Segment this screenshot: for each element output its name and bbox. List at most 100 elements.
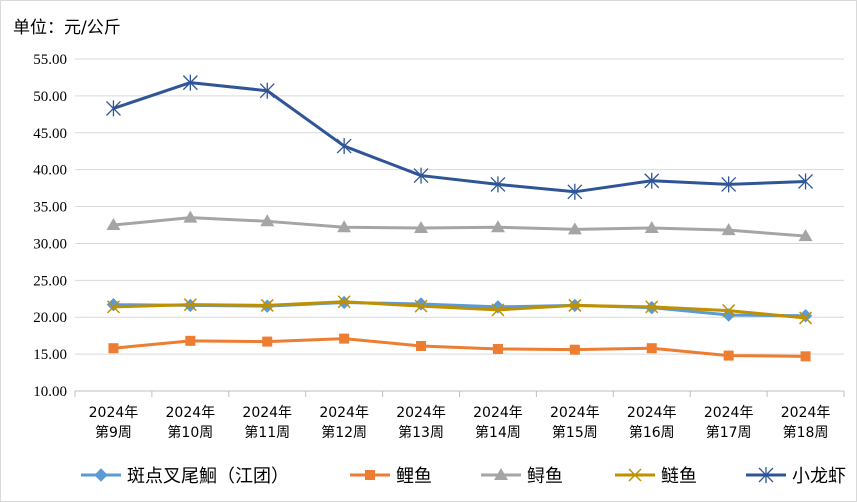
data-point	[106, 218, 121, 230]
legend-item: 斑点叉尾鮰（江团）	[81, 466, 289, 487]
data-point	[799, 311, 813, 325]
data-point	[262, 336, 273, 347]
legend-item: 鲤鱼	[350, 466, 432, 487]
data-point	[413, 167, 429, 184]
x-tick-label: 2024年第16周	[627, 405, 677, 441]
y-tick-label: 50.00	[33, 89, 67, 105]
legend-marker	[365, 470, 375, 480]
data-point	[416, 340, 427, 351]
legend-item: 鲟鱼	[481, 466, 563, 487]
x-tick-label: 2024年第12周	[319, 405, 369, 441]
y-tick-label: 25.00	[33, 273, 67, 289]
y-tick-label: 40.00	[33, 163, 67, 179]
x-tick-label-line: 2024年	[319, 405, 369, 421]
data-point	[106, 300, 120, 314]
x-tick-label-line: 第18周	[783, 424, 829, 441]
data-point	[183, 210, 198, 223]
data-point	[721, 176, 737, 193]
y-tick-label: 45.00	[33, 126, 67, 142]
data-point	[182, 74, 198, 91]
data-point	[722, 304, 736, 318]
data-point	[337, 295, 351, 309]
x-tick-label-line: 2024年	[396, 405, 446, 421]
x-tick-label: 2024年第17周	[704, 405, 754, 441]
data-point	[183, 298, 197, 312]
x-tick-label-line: 2024年	[550, 405, 600, 421]
x-tick-label: 2024年第11周	[242, 405, 292, 441]
data-point	[491, 303, 505, 317]
data-point	[567, 222, 582, 235]
x-tick-label-line: 第10周	[167, 424, 213, 441]
legend-label: 鲢鱼	[661, 466, 697, 487]
data-point	[646, 343, 657, 354]
data-point	[798, 229, 813, 242]
x-tick-label-line: 第14周	[475, 424, 521, 441]
data-point	[105, 100, 121, 117]
gridlines	[75, 58, 844, 355]
x-tick-label-line: 第9周	[95, 424, 132, 441]
data-point	[492, 343, 503, 354]
legend-label: 小龙虾	[792, 466, 846, 487]
series-line	[113, 337, 806, 358]
legend-marker	[494, 468, 508, 480]
data-point	[644, 172, 660, 189]
series-3	[106, 295, 813, 325]
x-tick-label: 2024年第14周	[473, 405, 523, 441]
legend-label: 鲟鱼	[527, 466, 563, 487]
data-point	[645, 300, 659, 314]
series-line	[113, 300, 806, 320]
x-tick-label-line: 2024年	[473, 405, 523, 421]
data-point	[723, 350, 734, 361]
legend-marker	[758, 467, 774, 483]
x-tick-label-line: 2024年	[704, 405, 754, 421]
data-point	[798, 309, 813, 323]
x-tick-label: 2024年第9周	[89, 405, 139, 441]
data-point	[414, 220, 429, 233]
x-tick-label-line: 第13周	[398, 424, 444, 441]
legend-marker	[628, 468, 642, 482]
x-tick-label-line: 第17周	[706, 424, 752, 441]
data-point	[567, 183, 583, 200]
legend-item: 鲢鱼	[615, 466, 697, 487]
series-line	[113, 216, 806, 238]
series-4	[105, 74, 814, 200]
x-tick-label-line: 第12周	[321, 424, 367, 441]
data-point	[339, 333, 350, 344]
data-point	[721, 223, 736, 236]
data-point	[414, 297, 428, 311]
y-tick-label: 35.00	[33, 200, 67, 216]
x-tick-label-line: 2024年	[781, 405, 831, 421]
y-tick-label: 55.00	[33, 52, 67, 68]
series-1	[108, 333, 811, 362]
x-tick-label-line: 2024年	[627, 405, 677, 421]
series-line	[112, 81, 806, 194]
legend-label: 斑点叉尾鮰（江团）	[127, 466, 289, 487]
x-tick-label: 2024年第13周	[396, 405, 446, 441]
x-tick-label: 2024年第18周	[781, 405, 831, 441]
data-point	[108, 343, 119, 354]
x-tick-label-line: 2024年	[89, 405, 139, 421]
data-point	[644, 220, 659, 233]
x-tick-label-line: 第11周	[244, 424, 290, 441]
legend-marker	[94, 468, 108, 482]
legend: 斑点叉尾鮰（江团） 鲤鱼 鲟鱼 鲢鱼 小龙虾	[81, 466, 846, 487]
data-point	[414, 299, 428, 313]
x-tick-label-line: 2024年	[166, 405, 216, 421]
x-tick-label: 2024年第10周	[166, 405, 216, 441]
data-point	[337, 220, 352, 233]
data-point	[336, 138, 352, 155]
unit-label: 单位：元/公斤	[13, 18, 121, 38]
data-point	[569, 344, 580, 355]
x-tick-label-line: 2024年	[242, 405, 292, 421]
series-2	[106, 210, 813, 242]
data-point	[490, 176, 506, 193]
data-point	[800, 351, 811, 362]
legend-label: 鲤鱼	[396, 466, 432, 487]
y-tick-label: 20.00	[33, 310, 67, 326]
x-tick-label-line: 第16周	[629, 424, 675, 441]
data-point	[260, 214, 275, 227]
data-point	[798, 173, 814, 190]
data-point	[490, 220, 505, 233]
